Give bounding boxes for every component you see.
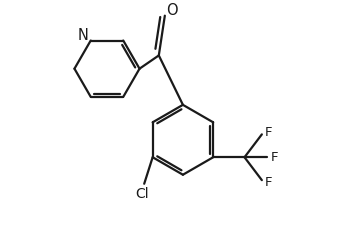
Text: F: F — [271, 151, 278, 164]
Text: Cl: Cl — [135, 187, 149, 201]
Text: O: O — [166, 3, 178, 18]
Text: F: F — [265, 126, 272, 139]
Text: F: F — [265, 176, 272, 188]
Text: N: N — [78, 28, 88, 43]
